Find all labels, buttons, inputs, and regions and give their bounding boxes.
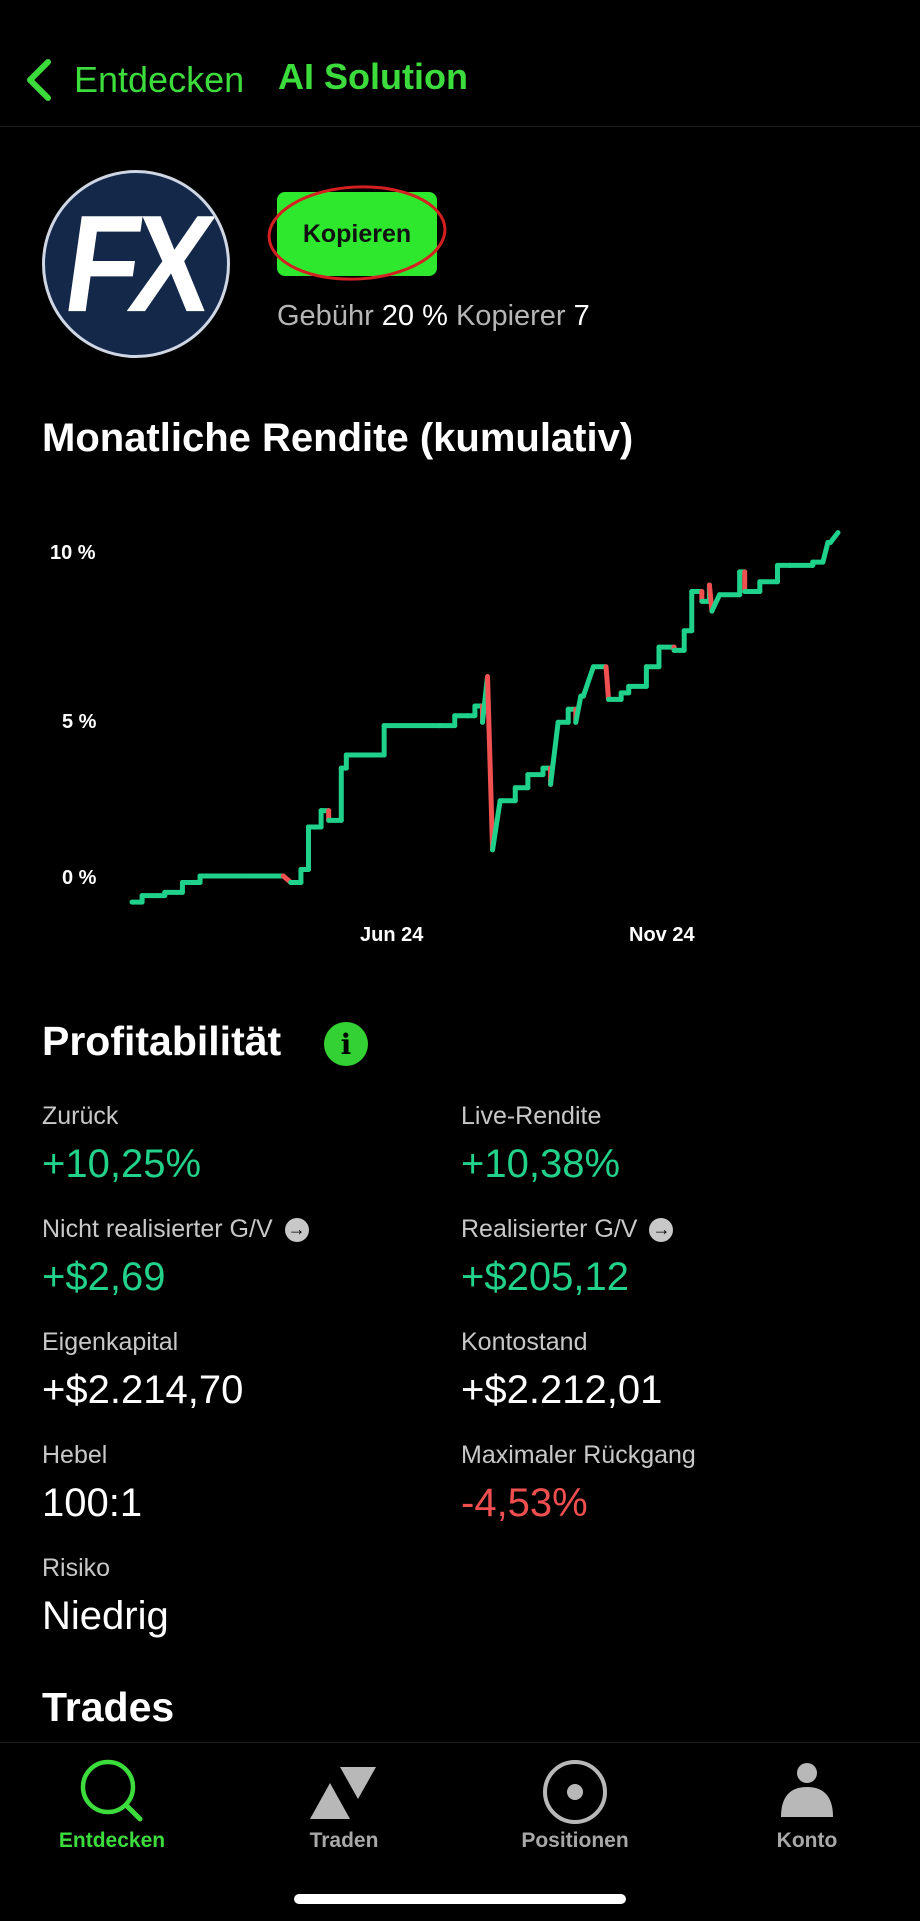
top-bar [0,0,920,127]
search-icon [80,1759,143,1822]
trade-triangles-icon [310,1767,376,1819]
chart-segment [573,693,584,725]
chart-segment [548,719,561,787]
copiers-label: Kopierer [455,300,566,332]
stat-value: Niedrig [42,1594,169,1638]
stat-label: Risiko [42,1554,110,1583]
stat-label-text: Nicht realisierter G/V [42,1215,273,1243]
y-tick-label: 5 % [62,711,97,733]
avatar-logo-text: FX [56,186,216,342]
stat-label: Zurück [42,1102,118,1131]
stat-label: Live-Rendite [461,1102,601,1131]
nav-label: Konto [776,1829,838,1852]
stat-value: +$2.214,70 [42,1368,244,1412]
chart-segment [827,530,841,545]
stat-label-text: Kontostand [461,1328,588,1356]
cumulative-return-chart[interactable]: 10 % 5 % 0 % Jun 24 Nov 24 [0,510,920,970]
chart-segment [820,539,831,565]
nav-label: Entdecken [58,1829,166,1852]
profitability-title: Profitabilität [42,1018,282,1064]
stat-value: +$2,69 [42,1255,166,1299]
x-tick-label: Nov 24 [629,924,695,946]
nav-item-positionen[interactable]: Positionen [475,1743,675,1863]
stat-label-text: Realisierter G/V [461,1215,638,1243]
arrow-right-circle-icon[interactable]: → [649,1217,674,1242]
stat-value: +10,25% [42,1142,202,1186]
stat-label-text: Eigenkapital [42,1328,179,1356]
stat-label: Realisierter G/V → [461,1215,674,1244]
stat-value: 100:1 [42,1481,143,1525]
nav-item-konto[interactable]: Konto [707,1743,907,1863]
annotation-circle [267,185,447,281]
page-title: AI Solution [278,56,468,97]
arrow-right-circle-icon[interactable]: → [284,1217,309,1242]
stat-label: Hebel [42,1441,107,1470]
fee-copiers-line: Gebühr 20 % Kopierer 7 [277,300,590,333]
chart-segment [603,664,612,702]
y-tick-label: 10 % [50,542,96,564]
chart-segment [490,798,503,853]
x-tick-label: Jun 24 [360,924,424,946]
stat-label: Kontostand [461,1328,588,1357]
chart-segment [485,674,496,853]
stat-label-text: Live-Rendite [461,1102,602,1130]
stat-value: -4,53% [461,1481,588,1525]
stat-value: +10,38% [461,1142,621,1186]
y-tick-label: 0 % [62,867,97,889]
chart-title: Monatliche Rendite (kumulativ) [42,416,634,460]
chart-segment [709,592,722,614]
back-label: Entdecken [74,59,245,100]
home-indicator [294,1894,626,1904]
stat-value: +$205,12 [461,1255,629,1299]
nav-item-entdecken[interactable]: Entdecken [12,1743,212,1863]
bottom-navigation: Entdecken Traden Positionen Konto [0,1742,920,1921]
chart-series [129,530,841,905]
info-icon[interactable]: i [324,1022,368,1066]
chevron-left-icon [27,59,51,101]
stat-label: Maximaler Rückgang [461,1441,696,1470]
stat-label: Eigenkapital [42,1328,178,1357]
avatar: FX [42,170,230,358]
chart-segment [580,664,596,699]
nav-label: Traden [309,1829,379,1852]
stat-label-text: Risiko [42,1554,111,1582]
stat-label-text: Zurück [42,1102,119,1130]
positions-target-icon [543,1760,607,1824]
nav-item-traden[interactable]: Traden [244,1743,444,1863]
nav-label: Positionen [521,1829,629,1852]
trades-title: Trades [42,1684,175,1730]
fee-value: 20 % [381,300,448,332]
account-person-icon [781,1763,833,1817]
back-button[interactable]: Entdecken [22,52,262,108]
stat-value: +$2.212,01 [461,1368,663,1412]
stat-label: Nicht realisierter G/V → [42,1215,309,1244]
copy-button[interactable]: Kopieren [277,192,437,276]
copiers-value: 7 [573,300,590,332]
stat-label-text: Maximaler Rückgang [461,1441,696,1469]
stat-label-text: Hebel [42,1441,108,1469]
fee-label: Gebühr [277,300,374,332]
